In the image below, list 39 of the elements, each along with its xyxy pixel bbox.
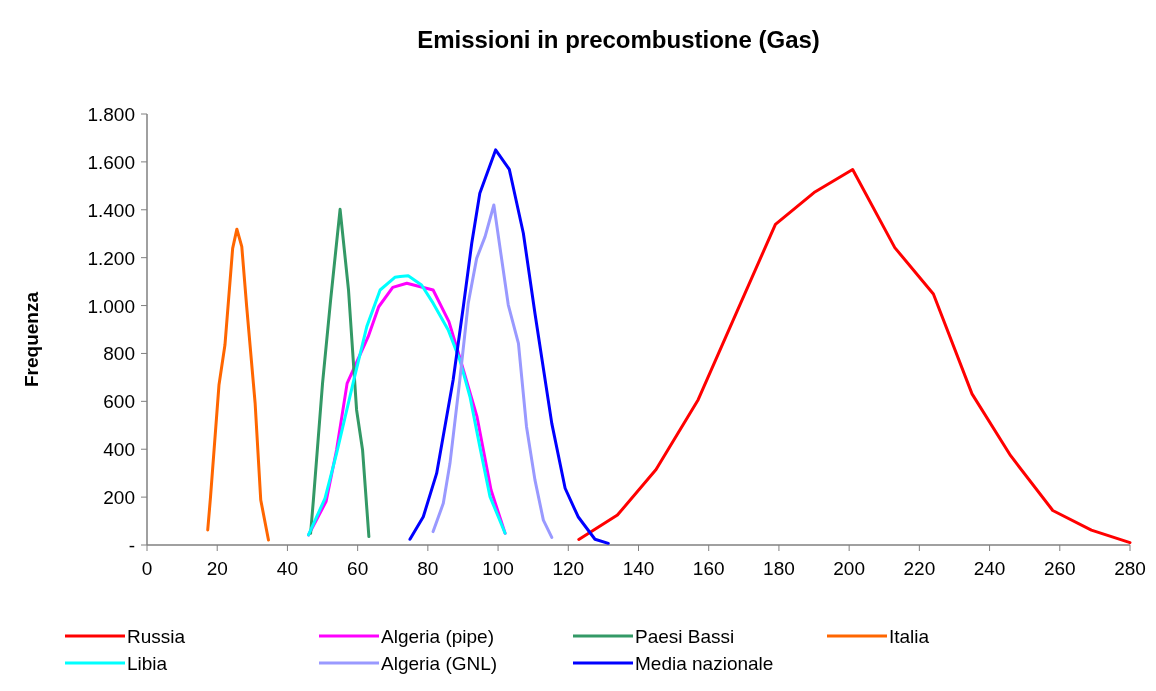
legend-label: Algeria (GNL)	[381, 653, 498, 674]
legend-label: Libia	[127, 653, 168, 674]
x-tick-label: 280	[1114, 558, 1146, 579]
legend-label: Media nazionale	[635, 653, 774, 674]
x-tick-label: 200	[833, 558, 865, 579]
y-tick-label: 1.800	[87, 104, 135, 125]
y-axis-title: Frequenza	[21, 291, 42, 388]
legend-label: Algeria (pipe)	[381, 626, 494, 647]
line-series	[408, 148, 610, 545]
x-tick-label: 240	[973, 558, 1006, 579]
x-tick-label: 260	[1043, 558, 1076, 579]
y-tick-label: 1.400	[87, 199, 135, 221]
x-tick-label: 160	[692, 558, 725, 579]
line-series	[431, 203, 554, 539]
x-tick-label: 220	[903, 558, 936, 579]
legend-label: Italia	[889, 626, 930, 647]
x-tick-label: 140	[622, 558, 655, 579]
y-tick-label: 400	[103, 439, 135, 461]
y-tick-label: 1.000	[87, 295, 135, 317]
y-tick-label: 200	[103, 487, 135, 509]
line-series	[206, 227, 270, 542]
legend-label: Paesi Bassi	[635, 626, 735, 647]
x-tick-label: 100	[482, 558, 514, 579]
x-tick-label: 0	[141, 558, 153, 579]
x-tick-label: 120	[552, 558, 585, 579]
legend-label: Russia	[127, 626, 186, 647]
x-tick-label: 80	[417, 558, 439, 579]
y-tick-label: 1.200	[87, 247, 135, 269]
y-tick-label: 600	[103, 391, 135, 413]
x-tick-label: 20	[206, 558, 228, 579]
x-tick-label: 60	[347, 558, 369, 579]
line-series	[577, 168, 1132, 545]
y-tick-label: 1.600	[87, 151, 135, 173]
chart-title: Emissioni in precombustione (Gas)	[417, 26, 820, 53]
y-tick-label: 800	[103, 343, 135, 365]
y-tick-label: -	[128, 535, 135, 556]
x-tick-label: 40	[276, 558, 298, 579]
line-series	[309, 207, 371, 539]
x-tick-label: 180	[763, 558, 795, 579]
